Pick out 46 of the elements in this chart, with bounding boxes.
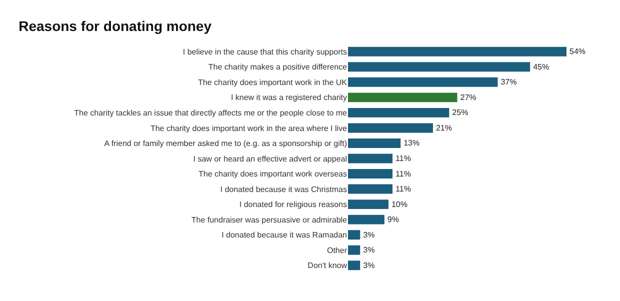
data-label: 11% [396,169,411,178]
y-tick-label: The charity makes a positive difference [208,62,348,72]
data-label: 21% [436,123,452,132]
data-label: 25% [452,108,468,118]
y-tick-label: I knew it was a registered charity [230,93,347,102]
bar [348,200,388,210]
bar [348,214,384,224]
bar [348,245,360,255]
y-tick-label: The charity does important work overseas [198,170,347,179]
y-tick-label: I donated because it was Ramadan [222,230,347,240]
bar [348,184,393,194]
data-label: 3% [363,230,375,240]
y-tick-label: I donated because it was Christmas [220,184,347,194]
data-label: 10% [391,200,408,209]
bar [348,123,433,133]
y-tick-label: The charity tackles an issue that directly affects me or the people close to me [74,108,348,118]
data-label: 37% [500,78,517,87]
text: Reasons for donating money [18,18,212,34]
data-label: 11% [396,154,411,163]
y-tick-label: I donated for religious reasons [239,200,347,210]
data-label: 3% [363,260,375,270]
data-label: 3% [363,246,375,255]
bar [348,169,393,178]
bar [348,260,360,270]
data-label: 27% [460,92,476,102]
data-label: 9% [387,215,399,224]
y-tick-label: I believe in the cause that this charity supports [182,47,347,56]
y-tick-label: Don't know [308,261,348,270]
y-tick-label: The fundraiser was persuasive or admirable [191,215,348,224]
data-label: 54% [570,47,586,56]
bar [348,46,566,56]
bar [348,77,498,87]
y-tick-label: I saw or heard an effective advert or appeal [193,154,348,164]
bar [348,108,450,118]
y-tick-label: The charity does important work in the area where I live [150,124,348,133]
data-label: 11% [396,184,411,194]
bar [348,230,360,240]
y-tick-label: Other [326,246,348,255]
bar [348,92,458,102]
y-tick-label: A friend or family member asked me to (e.g. as a sponsorship or gift) [104,139,348,148]
data-label: 45% [533,62,550,72]
y-tick-label: The charity does important work in the UK [198,78,348,87]
data-label: 13% [404,138,420,148]
bar [348,154,393,164]
bar [348,62,530,72]
bar [348,138,401,148]
